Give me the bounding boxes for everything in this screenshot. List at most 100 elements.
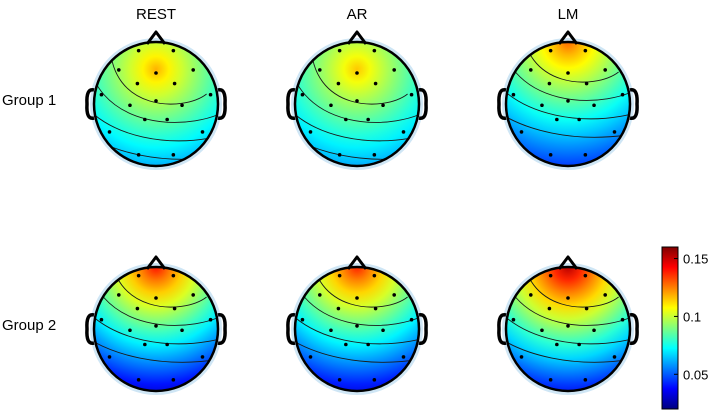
electrode-dot [172, 81, 177, 86]
ear-marker [497, 313, 507, 345]
electrode-dot [308, 355, 313, 359]
electrode-dot [165, 117, 169, 122]
electrode-dot [566, 71, 570, 75]
electrode-dot [344, 117, 348, 122]
contour-line [521, 42, 619, 83]
electrode-dot [373, 306, 378, 311]
electrode-dot [392, 293, 397, 297]
contour-line [310, 42, 408, 105]
topomap-panels [85, 30, 639, 395]
colorbar-tick-label: 0.1 [683, 309, 701, 324]
electrode-dot [529, 293, 533, 297]
topomap-panel [286, 30, 428, 170]
electrode-dot [136, 153, 141, 157]
electrode-dot [401, 355, 406, 359]
electrode-dot [154, 324, 158, 328]
electrode-dot [372, 378, 377, 382]
electrode-dot [555, 342, 559, 347]
electrode-dot [180, 328, 184, 333]
electrode-dot [566, 324, 570, 328]
electrode-dot [519, 355, 524, 359]
electrode-dot [355, 324, 359, 328]
head-outline [504, 40, 632, 168]
electrode-dot [337, 48, 342, 53]
electrode-dot [583, 48, 588, 53]
electrode-dot [592, 328, 596, 333]
electrode-dot [548, 273, 553, 278]
scalp-map [506, 42, 630, 166]
head-outline [504, 265, 632, 393]
ear-marker [286, 313, 296, 345]
electrode-dot [171, 273, 176, 278]
electrode-dot [171, 378, 176, 382]
colorbar-tick-label: 0.05 [683, 367, 708, 382]
head-outline [293, 40, 421, 168]
ear-marker [629, 88, 639, 120]
electrode-dot [318, 293, 322, 297]
contour-line [94, 267, 218, 345]
electrode-dot [511, 92, 516, 97]
head-outline [92, 265, 220, 393]
contour-line [310, 267, 408, 308]
electrode-dot [555, 117, 559, 122]
electrode-dot [172, 306, 177, 311]
electrode-dot [135, 81, 140, 86]
electrode-dot [136, 273, 141, 278]
scalp-map [506, 267, 630, 391]
column-label-ar: AR [347, 6, 368, 23]
column-label-lm: LM [558, 6, 579, 23]
electrode-dot [143, 342, 147, 347]
electrode-dot [180, 103, 184, 108]
electrode-dot [107, 355, 112, 359]
contour-line [506, 267, 630, 345]
electrode-dot [372, 153, 377, 157]
electrode-dot [154, 71, 158, 75]
electrode-dot [165, 342, 169, 347]
electrode-dot [99, 92, 104, 97]
colorbar: 0.05 0.1 0.15 [661, 246, 708, 410]
electrode-dot [337, 378, 342, 382]
electrode-dot [337, 273, 342, 278]
electrode-dot [620, 317, 625, 322]
electrode-dot [135, 306, 140, 311]
electrode-dot [136, 48, 141, 53]
electrode-dot [519, 130, 524, 134]
electrode-dot [540, 103, 544, 108]
contour-line [506, 42, 630, 138]
scalp-map [295, 42, 419, 166]
electrode-dot [603, 293, 607, 297]
figure-labels: REST AR LM Group 1 Group 2 [2, 6, 578, 334]
electrode-dot [300, 317, 305, 322]
electrode-dot [128, 103, 132, 108]
electrode-dot [344, 342, 348, 347]
topomap-panel [286, 255, 428, 395]
electrode-dot [373, 81, 378, 86]
electrode-dot [200, 355, 205, 359]
electrode-dot [381, 328, 385, 333]
electrode-dot [329, 328, 333, 333]
electrode-dot [592, 103, 596, 108]
nose-marker [145, 30, 167, 45]
topomap-panel [85, 30, 227, 170]
contour-line [295, 42, 419, 142]
colorbar-gradient [661, 246, 679, 410]
electrode-dot [529, 68, 533, 72]
head-outline [293, 265, 421, 393]
head-outline [92, 40, 220, 168]
row-label-group1: Group 1 [2, 92, 56, 109]
topomap-panel [497, 30, 639, 170]
electrode-dot [107, 130, 112, 134]
contour-line [506, 42, 630, 120]
electrode-dot [208, 92, 213, 97]
electrode-dot [355, 99, 359, 103]
electrode-dot [583, 153, 588, 157]
electrode-dot [548, 153, 553, 157]
electrode-dot [401, 130, 406, 134]
electrode-dot [117, 68, 121, 72]
electrode-dot [200, 130, 205, 134]
electrode-dot [540, 328, 544, 333]
nose-marker [145, 255, 167, 270]
electrode-dot [99, 317, 104, 322]
ear-marker [418, 88, 428, 120]
electrode-dot [208, 317, 213, 322]
